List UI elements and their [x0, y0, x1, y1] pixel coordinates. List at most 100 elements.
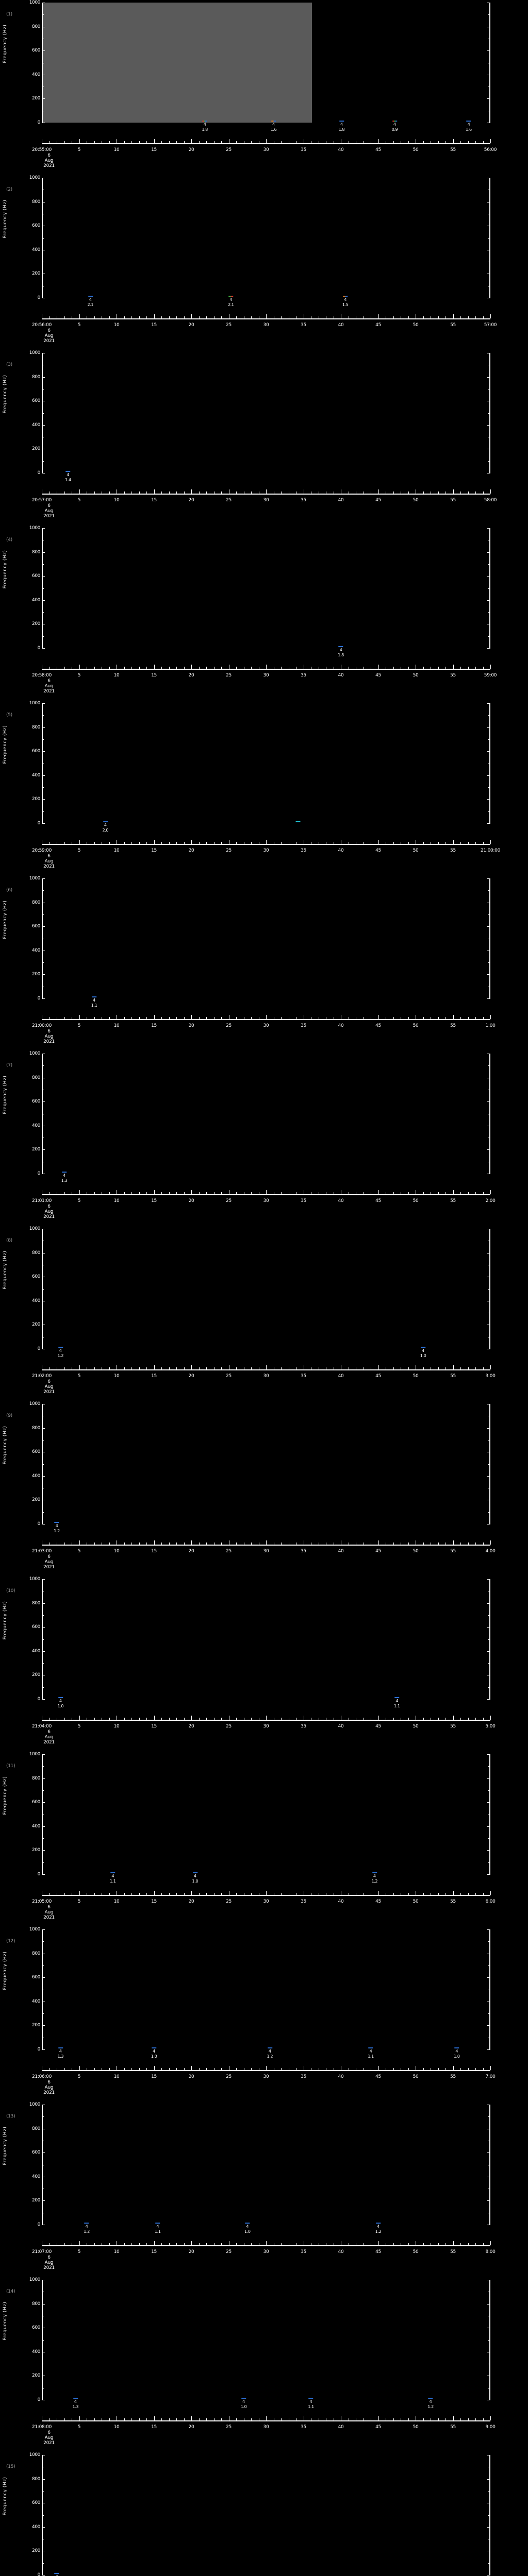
y-axis-tick-label: 1000	[29, 175, 41, 180]
x-axis-major-tick	[154, 1891, 155, 1895]
event-marker[interactable]: 4 0.9	[392, 121, 398, 132]
date-line: Aug	[44, 2435, 54, 2441]
event-marker[interactable]: 4 1.2	[54, 1522, 60, 1533]
event-magnitude-prefix: 4	[193, 1874, 196, 1878]
event-marker[interactable]: 4 1.8	[338, 646, 344, 657]
x-axis-minor-tick	[281, 842, 282, 844]
x-axis-tick-label: 35	[301, 2425, 306, 2430]
event-marker[interactable]: 4 1.3	[61, 1172, 68, 1183]
x-axis-minor-tick	[124, 492, 125, 494]
x-axis-minor-tick	[423, 2418, 424, 2420]
event-marker[interactable]: 4 1.2	[84, 2223, 90, 2234]
y-axis-minor-tick	[42, 461, 44, 462]
x-axis-tick-label: 20	[188, 147, 194, 152]
event-marker[interactable]: 4 1.6	[466, 121, 472, 132]
event-marker[interactable]: 4 1.0	[57, 1697, 63, 1708]
event-marker[interactable]: 4 1.8	[202, 121, 208, 132]
x-axis-minor-tick	[124, 1017, 125, 1019]
x-axis-minor-tick	[206, 2418, 207, 2420]
x-axis-major-tick	[266, 1190, 267, 1194]
event-magnitude-prefix: 4	[111, 1874, 114, 1878]
event-marker[interactable]: 4 1.3	[57, 2047, 63, 2059]
x-axis-minor-tick	[460, 316, 461, 318]
x-axis-major-tick	[154, 840, 155, 844]
x-axis-tick-label: 5	[77, 147, 81, 152]
date-line: 6	[47, 153, 51, 158]
panel-index: (13)	[6, 2114, 15, 2119]
x-axis-tick-label: 10	[113, 2074, 120, 2079]
x-axis-start-label: 21:00:00	[31, 1023, 52, 1028]
x-axis-tick-label: 40	[338, 2074, 344, 2079]
event-marker[interactable]: 4 1.2	[267, 2047, 273, 2059]
x-axis-major-tick	[453, 489, 454, 494]
y-axis-tick-label: 600	[32, 398, 40, 404]
event-marker[interactable]: 4 1.0	[454, 2047, 460, 2059]
y-axis-major-tick	[42, 1826, 45, 1827]
y-axis-major-tick-right	[487, 2479, 490, 2480]
event-marker[interactable]: 4 1.0	[151, 2047, 157, 2059]
y-axis-minor-tick	[42, 1965, 44, 1966]
x-axis-tick-label: 45	[375, 323, 381, 328]
x-axis-minor-tick	[131, 1543, 132, 1545]
x-axis-date-stack: 6 Aug 2021	[43, 2430, 55, 2446]
x-axis-major-tick	[79, 665, 80, 669]
x-axis-minor-tick	[236, 316, 237, 318]
event-marker[interactable]: 4 1.8	[339, 121, 345, 132]
event-marker[interactable]: 4 1.0	[192, 1872, 198, 1884]
x-axis-minor-tick	[199, 1543, 200, 1545]
x-axis-minor-tick	[438, 1192, 439, 1194]
date-line: Aug	[44, 1910, 54, 1915]
event-marker[interactable]	[295, 821, 301, 822]
event-marker[interactable]: 41.1	[54, 2573, 60, 2576]
event-marker[interactable]: 4 1.2	[375, 2223, 382, 2234]
y-axis-tick-label: 200	[32, 2548, 40, 2554]
event-marker[interactable]: 4 2.1	[87, 296, 93, 307]
x-axis-minor-tick	[169, 2418, 170, 2420]
x-axis-minor-tick	[236, 2418, 237, 2420]
y-axis-major-tick	[42, 1651, 45, 1652]
event-marker[interactable]: 4 2.1	[228, 296, 234, 307]
event-marker[interactable]: 4 1.0	[241, 2398, 247, 2409]
x-axis-line	[42, 1369, 490, 1370]
event-marker[interactable]: 4 1.2	[57, 1347, 63, 1358]
x-axis-major-tick	[378, 1716, 379, 1720]
event-marker[interactable]: 4 1.4	[65, 471, 71, 482]
event-marker[interactable]: 4 1.0	[244, 2223, 251, 2234]
plot-area	[42, 1054, 490, 1174]
event-marker[interactable]: 4 1.0	[420, 1347, 426, 1358]
spectrogram-panel: (14) Frequency (Hz) 0 200 400 600 800 1000 21:08…	[0, 2277, 528, 2452]
event-marker[interactable]: 4 1.3	[72, 2398, 78, 2409]
x-axis-minor-tick	[109, 2068, 110, 2070]
x-axis-minor-tick	[109, 1192, 110, 1194]
y-axis-minor-tick	[42, 787, 44, 788]
x-axis-minor-tick	[176, 2418, 177, 2420]
y-axis-tick-label: 1000	[29, 1051, 41, 1056]
spectrogram-panel: (3) Frequency (Hz) 0 200 400 600 800 1000 20:57:…	[0, 350, 528, 526]
event-marker[interactable]: 4 1.6	[271, 121, 277, 132]
event-marker[interactable]: 4 2.0	[102, 821, 108, 833]
event-dash-icon	[466, 121, 471, 122]
x-axis-start-label: 21:02:00	[31, 1374, 52, 1379]
event-marker[interactable]: 4 1.2	[427, 2398, 434, 2409]
event-marker[interactable]: 4 1.2	[371, 1872, 377, 1884]
event-marker[interactable]: 4 1.5	[342, 296, 349, 307]
event-dash-icon	[88, 296, 93, 297]
x-axis-tick-label: 25	[226, 498, 232, 503]
y-axis-major-tick-right	[487, 926, 490, 927]
y-axis-tick-label: 1000	[29, 1752, 41, 1757]
x-axis-tick-label: 10	[113, 673, 120, 678]
y-axis-major-tick-right	[487, 1428, 490, 1429]
plot-area	[42, 1929, 490, 2049]
event-magnitude-value: 1.6	[466, 127, 472, 132]
date-line: 2021	[43, 2441, 55, 2446]
x-axis-major-tick	[490, 2416, 491, 2420]
x-axis-major-tick	[453, 1365, 454, 1369]
y-axis-title: Frequency (Hz)	[3, 199, 8, 239]
x-axis-minor-tick	[438, 1017, 439, 1019]
